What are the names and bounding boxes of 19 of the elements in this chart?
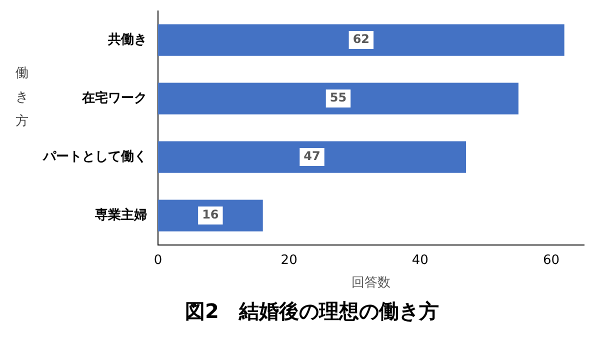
x-tick-label: 20 (280, 252, 298, 268)
y-tick-label: 在宅ワーク (81, 90, 147, 106)
x-tick-label: 60 (542, 252, 560, 268)
bar (158, 141, 466, 173)
y-tick-label: パートとして働く (42, 149, 147, 164)
y-tick-label: 専業主婦 (94, 206, 147, 223)
text: 図2 結婚後の理想の働き方 (185, 299, 439, 324)
y-axis-title: 働き方 (16, 66, 28, 130)
x-tick-label: 0 (154, 252, 162, 268)
x-tick-label: 40 (412, 252, 428, 268)
data-label: 62 (352, 32, 370, 46)
y-tick-label: 共働き (107, 32, 147, 48)
data-label: 47 (304, 149, 320, 164)
bar (158, 24, 564, 56)
data-label: 16 (202, 208, 219, 222)
data-label: 55 (330, 90, 347, 105)
bar (158, 82, 518, 114)
bar (158, 200, 263, 232)
x-axis-title: 回答数 (352, 276, 390, 291)
